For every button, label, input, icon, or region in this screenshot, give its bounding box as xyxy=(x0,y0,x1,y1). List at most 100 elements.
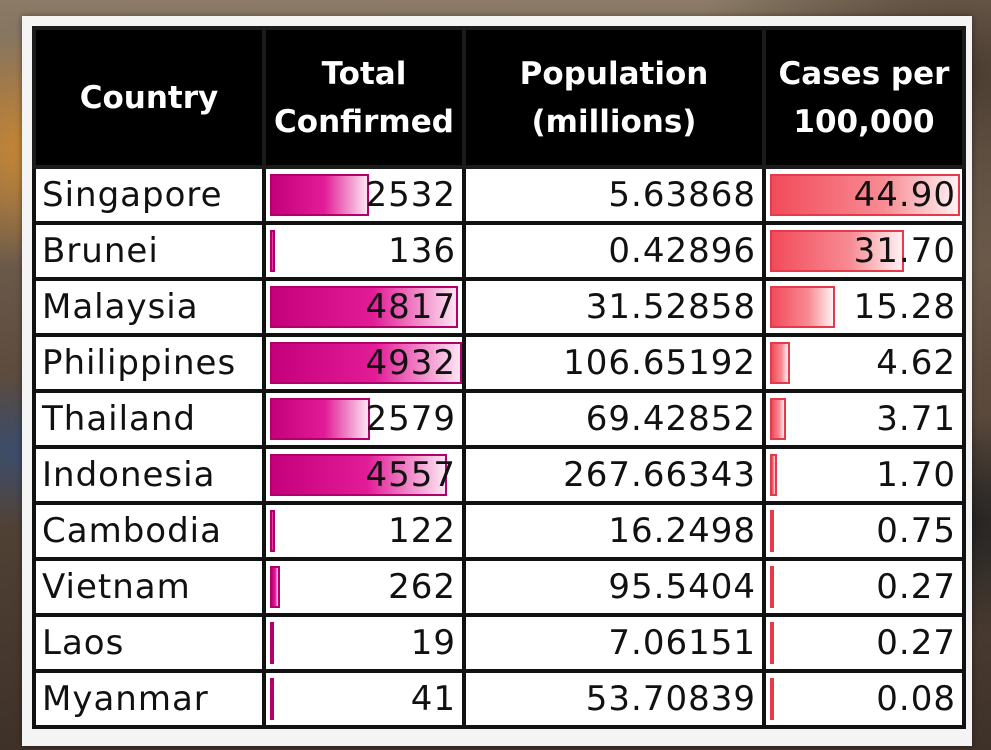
total-confirmed-cell: 136 xyxy=(262,221,466,281)
cases-per-100k-cell: 31.70 xyxy=(762,221,966,281)
cases-per-100k-value: 0.08 xyxy=(876,679,956,719)
cases-rate-data-bar xyxy=(770,342,790,384)
total-confirmed-value: 2579 xyxy=(365,399,456,439)
population-cell: 53.70839 xyxy=(462,669,766,729)
cases-per-100k-value: 0.75 xyxy=(876,511,956,551)
table-row: Indonesia 4557 267.66343 1.70 xyxy=(32,445,966,505)
cases-per-100k-value: 4.62 xyxy=(876,343,956,383)
country-cell: Singapore xyxy=(32,165,266,225)
confirmed-data-bar xyxy=(270,342,462,384)
cases-per-100k-cell: 3.71 xyxy=(762,389,966,449)
population-cell: 95.5404 xyxy=(462,557,766,617)
cases-per-100k-value: 15.28 xyxy=(853,287,956,327)
cases-rate-data-bar xyxy=(770,622,774,664)
cases-rate-data-bar xyxy=(770,678,774,720)
table-row: Thailand 2579 69.42852 3.71 xyxy=(32,389,966,449)
total-confirmed-cell: 122 xyxy=(262,501,466,561)
population-cell: 16.2498 xyxy=(462,501,766,561)
country-cell: Indonesia xyxy=(32,445,266,505)
confirmed-data-bar xyxy=(270,174,369,216)
cases-rate-data-bar xyxy=(770,398,786,440)
total-confirmed-value: 19 xyxy=(410,623,456,663)
total-confirmed-value: 41 xyxy=(410,679,456,719)
total-confirmed-cell: 19 xyxy=(262,613,466,673)
cases-per-100k-cell: 15.28 xyxy=(762,277,966,337)
table-row: Brunei 136 0.42896 31.70 xyxy=(32,221,966,281)
confirmed-data-bar xyxy=(270,510,275,552)
header-population: Population (millions) xyxy=(462,26,766,169)
population-cell: 7.06151 xyxy=(462,613,766,673)
header-text-line: 100,000 xyxy=(793,103,935,140)
cases-rate-data-bar xyxy=(770,230,905,272)
total-confirmed-value: 136 xyxy=(388,231,456,271)
table-row: Cambodia 122 16.2498 0.75 xyxy=(32,501,966,561)
table-row: Philippines 4932 106.65192 4.62 xyxy=(32,333,966,393)
table-row: Malaysia 4817 31.52858 15.28 xyxy=(32,277,966,337)
header-text-line: (millions) xyxy=(531,103,697,140)
population-cell: 69.42852 xyxy=(462,389,766,449)
total-confirmed-value: 4557 xyxy=(365,455,456,495)
confirmed-data-bar xyxy=(270,398,371,440)
cases-rate-data-bar xyxy=(770,510,774,552)
cases-rate-data-bar xyxy=(770,454,778,496)
population-cell: 267.66343 xyxy=(462,445,766,505)
total-confirmed-value: 4817 xyxy=(365,287,456,327)
total-confirmed-cell: 4817 xyxy=(262,277,466,337)
covid-cases-table: Country Total Confirmed Population (millions… xyxy=(32,26,966,729)
header-text-line: Country xyxy=(79,79,219,116)
table-row: Singapore 2532 5.63868 44.90 xyxy=(32,165,966,225)
header-text-line: Population xyxy=(519,55,709,92)
population-cell: 5.63868 xyxy=(462,165,766,225)
cases-per-100k-cell: 44.90 xyxy=(762,165,966,225)
header-text-line: Cases per xyxy=(778,55,950,92)
total-confirmed-cell: 41 xyxy=(262,669,466,729)
cases-per-100k-cell: 0.27 xyxy=(762,557,966,617)
total-confirmed-value: 2532 xyxy=(365,175,456,215)
total-confirmed-cell: 4932 xyxy=(262,333,466,393)
confirmed-data-bar xyxy=(270,678,274,720)
table-row: Myanmar 41 53.70839 0.08 xyxy=(32,669,966,729)
cases-per-100k-value: 3.71 xyxy=(876,399,956,439)
total-confirmed-cell: 2532 xyxy=(262,165,466,225)
country-cell: Philippines xyxy=(32,333,266,393)
header-cases-per-100k: Cases per 100,000 xyxy=(762,26,966,169)
cases-per-100k-cell: 1.70 xyxy=(762,445,966,505)
population-cell: 0.42896 xyxy=(462,221,766,281)
cases-per-100k-value: 1.70 xyxy=(876,455,956,495)
header-total-confirmed: Total Confirmed xyxy=(262,26,466,169)
table-row: Laos 19 7.06151 0.27 xyxy=(32,613,966,673)
total-confirmed-value: 262 xyxy=(388,567,456,607)
total-confirmed-value: 122 xyxy=(388,511,456,551)
cases-per-100k-cell: 0.75 xyxy=(762,501,966,561)
confirmed-data-bar xyxy=(270,566,281,608)
header-row: Country Total Confirmed Population (millions… xyxy=(32,26,966,169)
confirmed-data-bar xyxy=(270,454,448,496)
cases-per-100k-cell: 4.62 xyxy=(762,333,966,393)
country-cell: Vietnam xyxy=(32,557,266,617)
cases-rate-data-bar xyxy=(770,174,960,216)
country-cell: Thailand xyxy=(32,389,266,449)
population-cell: 106.65192 xyxy=(462,333,766,393)
cases-per-100k-cell: 0.27 xyxy=(762,613,966,673)
country-cell: Laos xyxy=(32,613,266,673)
cases-per-100k-value: 44.90 xyxy=(853,175,956,215)
table-row: Vietnam 262 95.5404 0.27 xyxy=(32,557,966,617)
table-body: Singapore 2532 5.63868 44.90 Brunei 136 0.4289… xyxy=(32,165,966,729)
confirmed-data-bar xyxy=(270,286,458,328)
cases-per-100k-value: 31.70 xyxy=(853,231,956,271)
header-country: Country xyxy=(32,26,266,169)
country-cell: Brunei xyxy=(32,221,266,281)
country-cell: Malaysia xyxy=(32,277,266,337)
population-cell: 31.52858 xyxy=(462,277,766,337)
country-cell: Cambodia xyxy=(32,501,266,561)
cases-rate-data-bar xyxy=(770,566,774,608)
total-confirmed-cell: 262 xyxy=(262,557,466,617)
cases-rate-data-bar xyxy=(770,286,835,328)
cases-per-100k-value: 0.27 xyxy=(876,623,956,663)
total-confirmed-cell: 2579 xyxy=(262,389,466,449)
header-text-line: Confirmed xyxy=(274,103,454,140)
confirmed-data-bar xyxy=(270,622,274,664)
cases-per-100k-cell: 0.08 xyxy=(762,669,966,729)
total-confirmed-cell: 4557 xyxy=(262,445,466,505)
table-panel: Country Total Confirmed Population (millions… xyxy=(22,16,972,746)
